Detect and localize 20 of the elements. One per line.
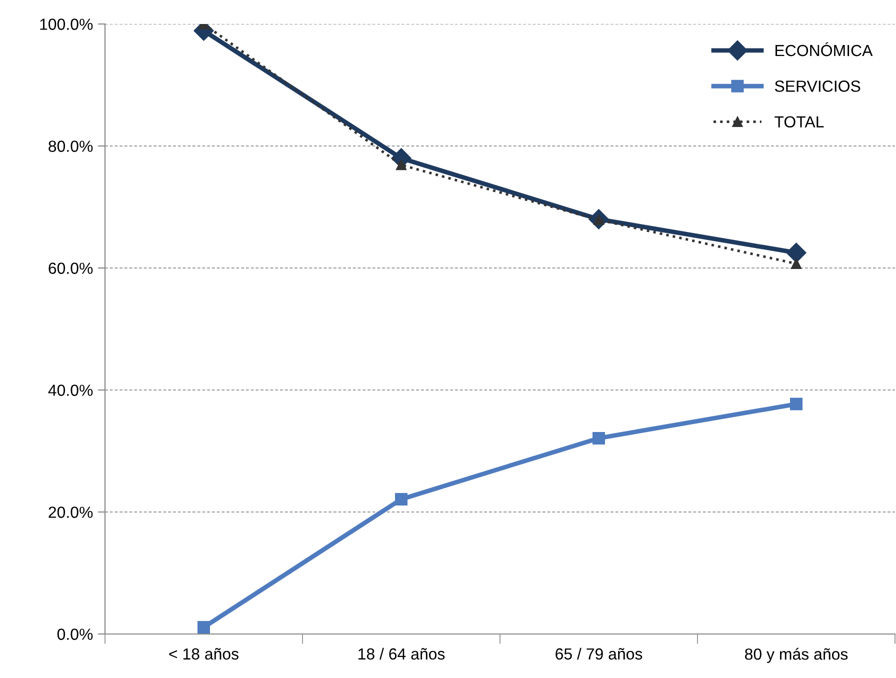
y-tick-label: 20.0% — [48, 506, 93, 518]
legend-label: SERVICIOS — [774, 80, 860, 92]
x-tick-label: 65 / 79 años — [556, 648, 642, 660]
point — [786, 242, 806, 263]
y-tick-label: 0.0% — [57, 628, 93, 640]
x-tick-label: 18 / 64 años — [358, 648, 445, 660]
y-tick-label: 100.0% — [40, 18, 93, 30]
y-tick-label: 40.0% — [48, 384, 93, 396]
legend-label: TOTAL — [774, 116, 824, 128]
legend-label: ECONÓMICA — [776, 42, 873, 56]
point — [592, 432, 605, 444]
x-tick-label: < 18 años — [169, 648, 238, 660]
point — [790, 398, 802, 410]
y-tick-label: 80.0% — [48, 140, 93, 152]
point — [198, 621, 210, 634]
point — [396, 160, 406, 170]
point — [791, 258, 802, 269]
x-tick-label: 80 y más años — [745, 648, 848, 663]
y-tick-label: 60.0% — [48, 262, 93, 274]
point — [395, 492, 408, 506]
